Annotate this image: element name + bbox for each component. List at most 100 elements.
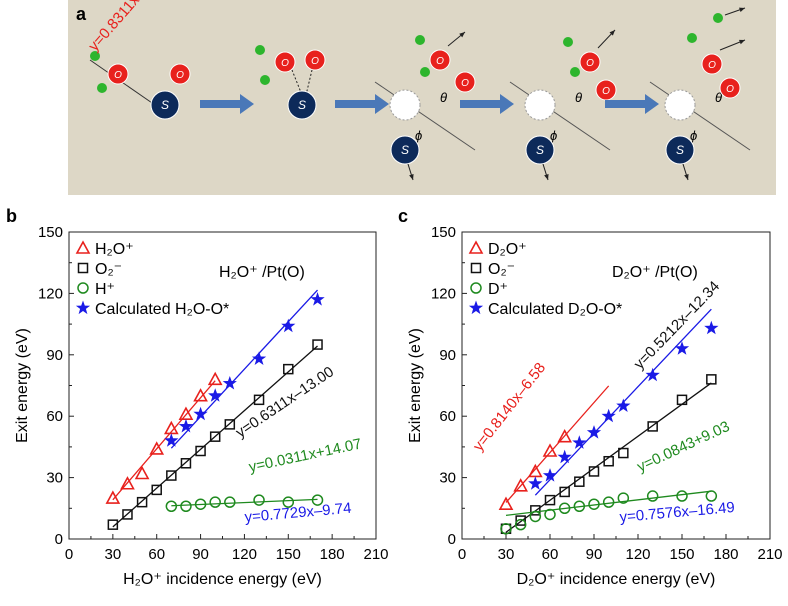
y-tick-label: 0 (55, 531, 63, 548)
angle-phi-label: ϕ (415, 128, 422, 143)
chart-d2o: c 0 30 60 90 120 150 180 210 0 30 60 90 120 150 D₂O⁺ in… (398, 206, 783, 588)
surface-atom: S (665, 135, 695, 165)
surface-atom: S (390, 135, 420, 165)
surface-atom: S (287, 90, 317, 120)
data-point (194, 498, 207, 510)
y-tick-label: 90 (439, 347, 456, 364)
data-point (251, 351, 267, 365)
data-point (209, 431, 221, 442)
data-point (588, 466, 600, 477)
legend-entry: Calculated H₂O-O* (95, 301, 229, 318)
data-point (647, 421, 658, 432)
data-point (588, 498, 600, 510)
hydrogen-atom (260, 75, 270, 85)
data-point (558, 502, 571, 515)
surface-atom: S (525, 135, 555, 165)
svg-text:S: S (401, 143, 409, 157)
y-tick-label: 120 (38, 285, 63, 302)
arrowhead-icon (609, 30, 615, 36)
oxygen-atom: O (274, 51, 296, 73)
legend-marker (468, 300, 484, 315)
legend-entry: O₂⁻ (488, 261, 515, 278)
step-arrow-icon (200, 94, 254, 114)
oxygen-atom: O (595, 79, 617, 101)
svg-text:O: O (281, 58, 289, 69)
svg-text:O: O (602, 86, 610, 97)
x-tick-label: 90 (586, 546, 603, 563)
x-tick-label: 60 (542, 546, 559, 563)
data-point (542, 443, 558, 457)
legend-marker (470, 282, 482, 294)
oxygen-atom: O (579, 51, 601, 73)
data-point (178, 418, 194, 433)
data-point (195, 445, 206, 457)
svg-text:O: O (461, 78, 469, 89)
data-point (310, 292, 325, 306)
x-tick-label: 30 (105, 546, 122, 563)
data-point (646, 490, 659, 502)
data-point (706, 374, 717, 385)
fit-equation-label: y=0.7576x–16.49 (619, 499, 736, 526)
y-tick-label: 120 (431, 285, 456, 302)
chart-title: H₂O⁺ /Pt(O) (219, 264, 305, 281)
arrowhead-icon (739, 7, 745, 13)
surface-normal-line (509, 81, 611, 151)
data-point (601, 408, 616, 423)
y-tick-label: 150 (38, 224, 63, 241)
svg-text:S: S (161, 98, 169, 112)
y-tick-label: 30 (439, 470, 456, 487)
data-point (674, 341, 690, 355)
hydrogen-atom (713, 13, 723, 23)
data-point (617, 492, 630, 504)
data-point (544, 494, 556, 506)
data-point (281, 318, 296, 333)
y-tick-label: 150 (431, 224, 456, 241)
data-point (224, 419, 236, 430)
y-axis-label: Exit energy (eV) (407, 328, 424, 443)
data-point (513, 478, 529, 492)
legend-entry: H⁺ (95, 281, 115, 298)
data-point (586, 425, 602, 439)
angle-theta-label: θ (715, 90, 722, 105)
data-point (544, 508, 556, 521)
arrowhead-icon (409, 174, 414, 180)
y-tick-label: 60 (439, 408, 456, 425)
hydrogen-atom (687, 33, 697, 43)
step-arrow-icon (605, 94, 659, 114)
data-point (164, 433, 179, 447)
hydrogen-atom (255, 45, 265, 55)
x-tick-label: 180 (713, 546, 738, 563)
x-tick-label: 210 (757, 546, 782, 563)
hydrogen-atom (420, 67, 430, 77)
arrowhead-icon (684, 174, 689, 180)
y-tick-label: 60 (46, 408, 63, 425)
x-tick-label: 90 (192, 546, 209, 563)
data-point (557, 428, 573, 443)
panel-label-c: c (398, 206, 408, 226)
y-axis-label: Exit energy (eV) (14, 328, 31, 443)
data-point (530, 505, 541, 516)
oxygen-atom: O (169, 63, 191, 85)
data-point (676, 394, 688, 406)
angle-theta-label: θ (440, 90, 447, 105)
data-point (180, 500, 192, 513)
data-point (253, 494, 265, 506)
x-axis-label: D₂O⁺ incidence energy (eV) (517, 571, 716, 588)
data-point (602, 496, 615, 508)
hydrogen-atom (570, 67, 580, 77)
svg-text:O: O (708, 60, 716, 71)
legend-entry: O₂⁻ (95, 261, 122, 278)
legend-entry: Calculated D₂O-O* (488, 301, 622, 318)
data-point (529, 510, 542, 523)
svg-text:O: O (586, 58, 594, 69)
data-point (514, 518, 527, 531)
data-point (209, 496, 221, 508)
data-point (165, 500, 178, 513)
svg-text:O: O (114, 70, 122, 81)
data-point (645, 367, 660, 382)
x-tick-label: 0 (65, 546, 73, 563)
data-point (704, 320, 719, 335)
legend-entry: D₂O⁺ (488, 241, 527, 258)
data-point (283, 363, 294, 375)
oxygen-atom: O (429, 49, 451, 71)
